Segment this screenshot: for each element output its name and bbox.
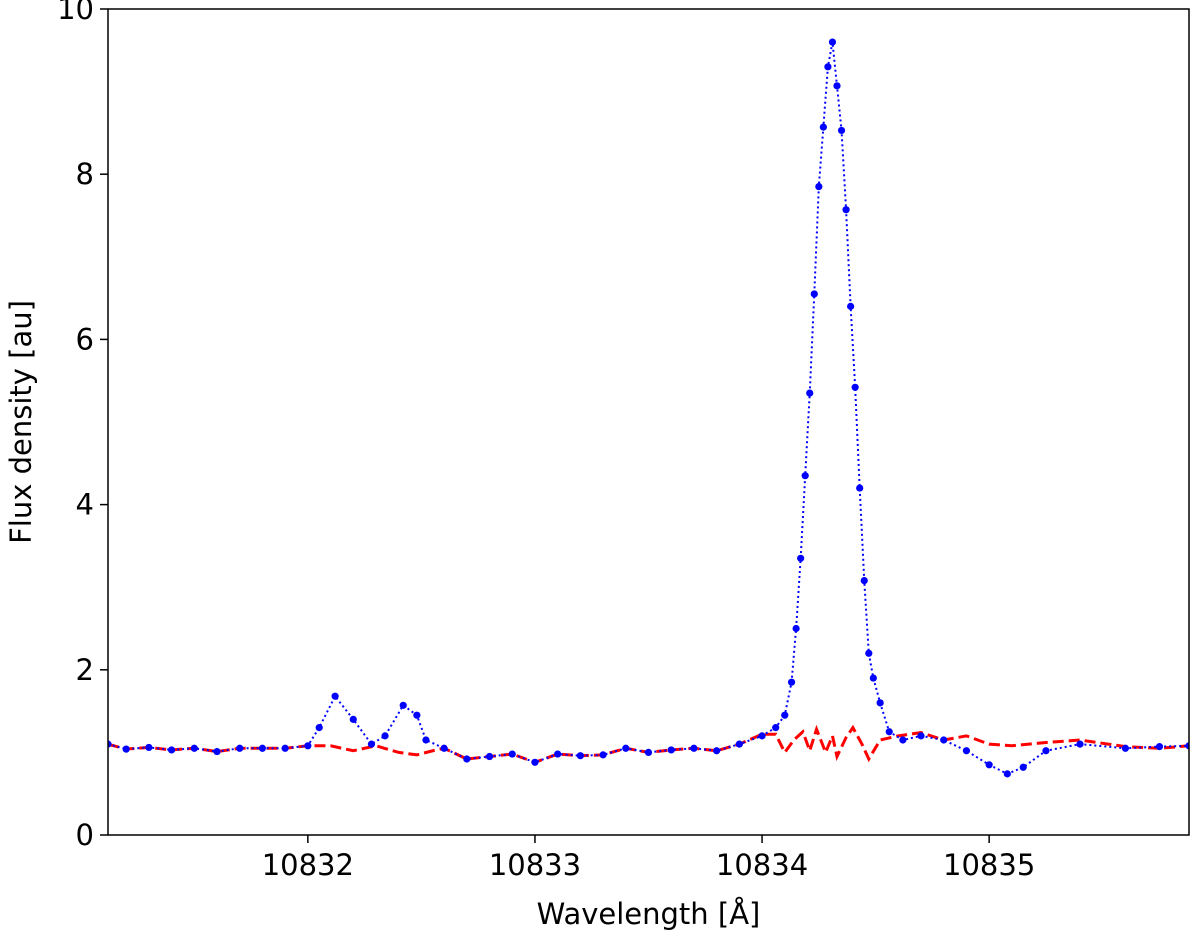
series-point [315,724,323,732]
series-point [1003,770,1011,778]
x-axis-label: Wavelength [Å] [537,897,761,931]
plot-frame [107,8,1190,836]
series-point [1042,747,1050,755]
series-point [463,755,471,763]
series-point [1185,742,1189,750]
series-point [833,82,841,90]
series-point [531,758,539,766]
series-point [108,740,112,748]
series-point [644,748,653,757]
x-tick-label: 10834 [716,848,808,882]
series-point [837,126,846,135]
series-point [349,715,357,723]
series-point [865,649,873,657]
series-point [792,624,800,633]
series-point [122,745,130,753]
series-point [1076,740,1084,748]
series-point [667,746,675,754]
series-point [772,724,780,732]
series-point [781,711,789,719]
series-point [824,63,832,71]
series-point [735,740,743,748]
series-point [917,732,925,740]
y-axis-label: Flux density [au] [4,300,38,544]
series-point [985,761,993,769]
series-point [440,744,448,752]
series-point [508,750,516,758]
y-tick-label: 4 [76,488,94,522]
y-tick-label: 10 [57,0,94,26]
series-point [399,701,407,709]
series-point [856,484,864,492]
series-point [815,182,823,191]
series-point [962,747,971,755]
series-point [367,740,376,748]
series-point [331,692,339,700]
series-point [413,711,421,719]
series-point [190,744,198,752]
series-point [787,678,796,686]
series-point [899,736,907,744]
series-point [485,752,494,761]
series-point [860,576,868,585]
series-point [1155,743,1164,751]
y-tick-label: 2 [76,653,94,687]
series-point [1121,744,1130,752]
series-point [806,389,814,397]
series-point [847,302,855,310]
series-point [599,751,607,759]
series-point [819,123,827,131]
series-point [851,383,859,391]
series-point [281,744,289,752]
series-point [236,744,244,752]
series-point [258,744,267,752]
y-tick-label: 0 [76,818,94,852]
series-point [869,674,877,682]
series-point [1019,763,1027,771]
x-tick-label: 10832 [262,848,354,882]
series-point [842,206,850,214]
series-point [381,732,389,740]
series-point [213,747,221,756]
series-point [167,746,176,754]
series-point [422,736,430,744]
series-layer [108,38,1189,778]
series-point [690,744,698,752]
series-point [801,472,809,480]
series-point [554,750,562,758]
axes-layer: 10832 10833 10834 10835 0 2 4 6 8 10 [57,0,1035,882]
series-point [885,728,893,736]
series-point [713,747,721,755]
y-tick-label: 6 [76,322,94,356]
series-point [145,743,153,752]
series-point [797,554,805,562]
series-point [576,752,584,760]
x-tick-label: 10833 [489,848,581,882]
series-point [622,744,630,752]
series-point [828,38,837,46]
x-tick-label: 10835 [943,848,1035,882]
series-point [876,699,884,707]
series-point [304,742,312,750]
series-point [940,736,948,744]
series-point [758,732,766,740]
series-point [810,290,818,298]
y-tick-label: 8 [76,157,94,191]
